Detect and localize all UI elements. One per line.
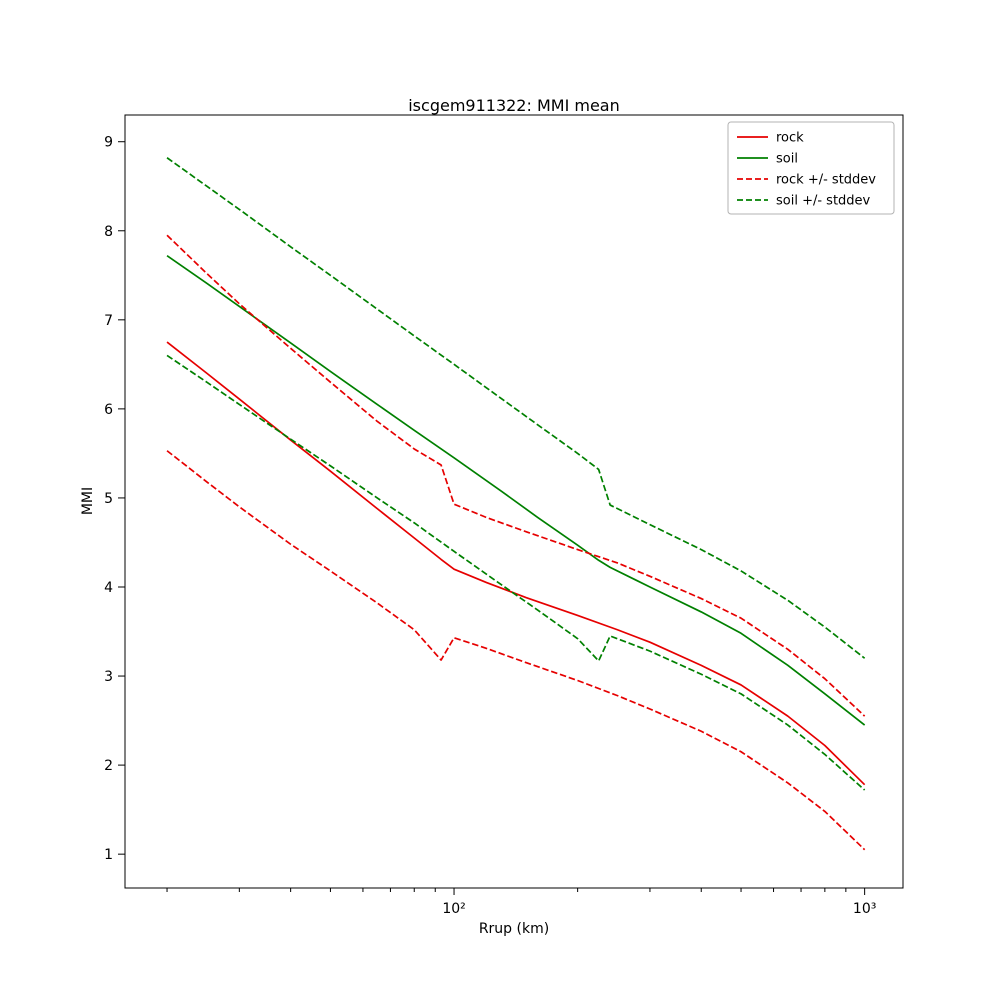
legend-box xyxy=(727,121,895,215)
y-tick-label: 4 xyxy=(104,580,113,596)
y-tick-label: 1 xyxy=(104,847,113,863)
series-rock-stddev xyxy=(166,234,866,717)
y-tick-label: 5 xyxy=(104,491,113,507)
x-tick-label: 10³ xyxy=(853,901,876,917)
y-tick-label: 6 xyxy=(104,402,113,418)
series-rock-stddev xyxy=(166,450,866,851)
y-tick-label: 3 xyxy=(104,669,113,685)
legend-entry-label: rock +/- stddev xyxy=(776,173,876,188)
axis-ticks xyxy=(118,141,866,895)
y-tick-label: 9 xyxy=(104,135,113,151)
y-tick-label: 8 xyxy=(104,224,113,240)
series-soil xyxy=(166,255,866,726)
series-soil-stddev xyxy=(166,157,866,659)
chart-title: iscgem911322: MMI mean xyxy=(408,96,620,115)
legend-entry-label: rock xyxy=(776,131,804,146)
legend: rock soil rock +/- stddev soil +/- stddev xyxy=(727,121,895,215)
x-tick-label: 10² xyxy=(442,901,465,917)
y-tick-label: 2 xyxy=(104,758,113,774)
x-axis-label: Rrup (km) xyxy=(478,921,550,937)
legend-entry-label: soil +/- stddev xyxy=(776,194,871,209)
legend-entry-label: soil xyxy=(776,152,798,167)
y-tick-label: 7 xyxy=(104,313,113,329)
series-soil-stddev xyxy=(166,354,866,791)
axes-frame xyxy=(124,114,904,889)
